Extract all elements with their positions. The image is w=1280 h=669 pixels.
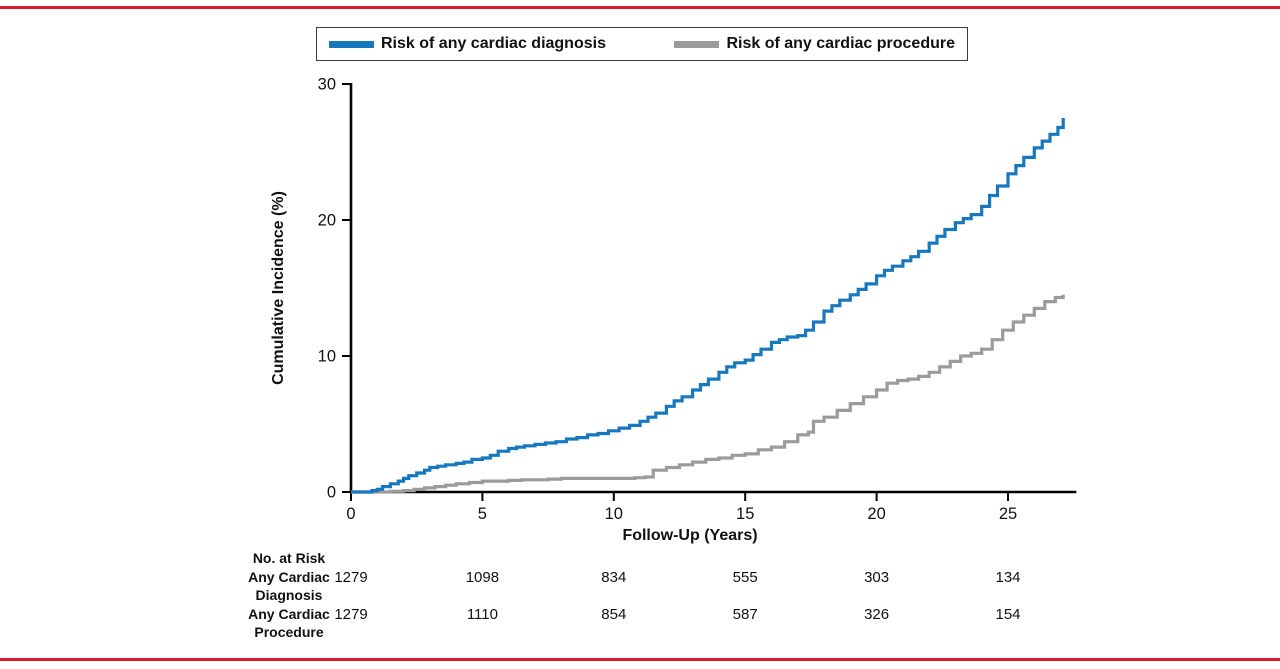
risk-count: 854 — [601, 606, 626, 623]
risk-count: 1279 — [334, 569, 367, 586]
risk-row-procedure-label-line1: Any Cardiac — [248, 606, 330, 622]
x-tick-label: 10 — [605, 505, 623, 523]
bottom-rule — [0, 658, 1280, 661]
risk-count: 555 — [733, 569, 758, 586]
risk-count: 154 — [995, 606, 1020, 623]
legend: Risk of any cardiac diagnosis Risk of an… — [316, 27, 968, 61]
risk-row-procedure-label-line2: Procedure — [254, 624, 324, 640]
y-tick-label: 0 — [327, 484, 336, 502]
axes — [349, 83, 1077, 494]
y-tick-label: 20 — [318, 212, 336, 230]
risk-row-diagnosis-label-line2: Diagnosis — [255, 587, 323, 603]
x-tick-label: 25 — [999, 505, 1017, 523]
x-tick-label: 5 — [478, 505, 487, 523]
risk-count: 1098 — [466, 569, 499, 586]
curve-diagnosis — [351, 118, 1065, 494]
procedure-line-swatch — [674, 40, 720, 48]
risk-count: 834 — [601, 569, 626, 586]
risk-count: 134 — [995, 569, 1020, 586]
x-axis-title: Follow-Up (Years) — [622, 527, 758, 544]
risk-table-header: No. at Risk — [252, 550, 326, 566]
y-tick-label: 30 — [318, 76, 336, 94]
risk-count: 1279 — [334, 606, 367, 623]
curve-procedure — [351, 294, 1065, 494]
x-tick-label: 15 — [736, 505, 754, 523]
legend-item-diagnosis: Risk of any cardiac diagnosis — [329, 35, 606, 53]
risk-row-diagnosis-label-line1: Any Cardiac — [248, 569, 330, 585]
top-rule — [0, 6, 1280, 9]
risk-count: 303 — [864, 569, 889, 586]
x-tick-label: 0 — [346, 505, 355, 523]
legend-label-diagnosis: Risk of any cardiac diagnosis — [381, 35, 606, 52]
legend-label-procedure: Risk of any cardiac procedure — [726, 35, 955, 52]
risk-count: 587 — [733, 606, 758, 623]
y-tick-label: 10 — [318, 348, 336, 366]
x-tick-label: 20 — [867, 505, 885, 523]
risk-count: 1110 — [467, 606, 498, 623]
diagnosis-line-swatch — [329, 40, 374, 48]
risk-count: 326 — [864, 606, 889, 623]
legend-item-procedure: Risk of any cardiac procedure — [674, 35, 955, 53]
